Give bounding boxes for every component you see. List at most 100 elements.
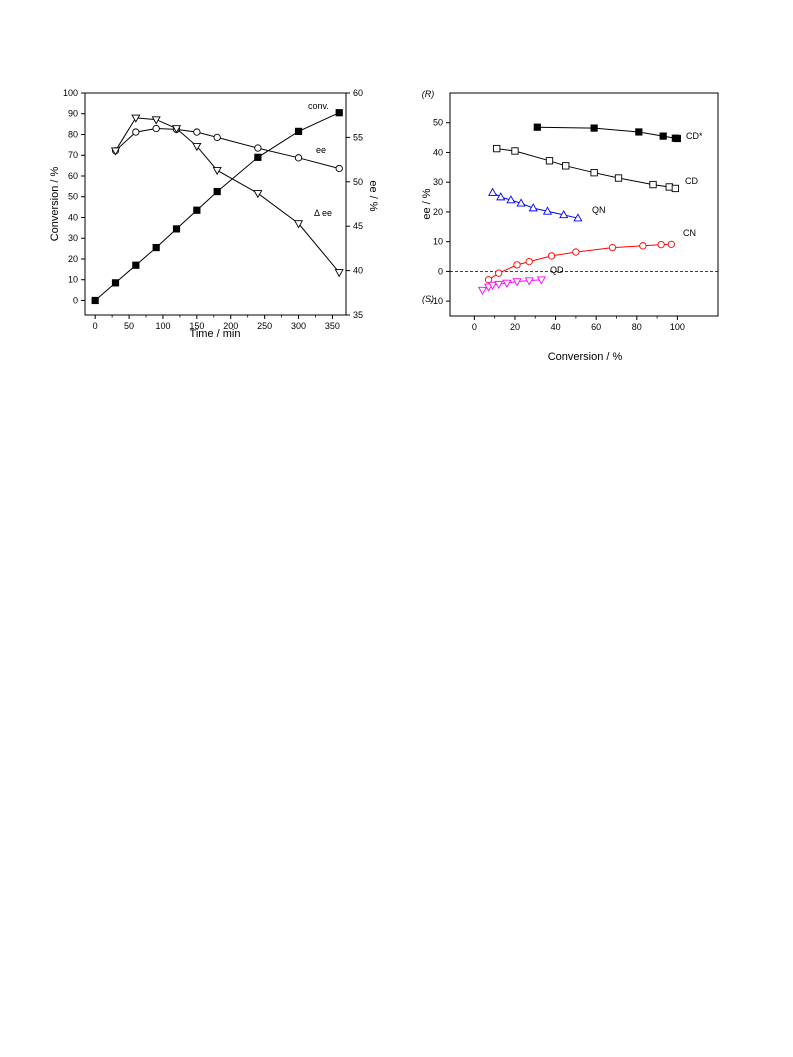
data-point xyxy=(512,278,522,287)
data-point xyxy=(671,184,680,193)
data-point xyxy=(496,192,506,201)
series-Δ ee: Δ ee xyxy=(110,114,344,278)
series-QN: QN xyxy=(488,187,606,222)
data-point xyxy=(253,190,263,199)
y-tick-label: 50 xyxy=(68,192,78,202)
data-point xyxy=(635,128,643,136)
chart-1: 0 50 100 150 200 250 300 350 0 10 20 30 40 50 60 70 80 90… xyxy=(49,88,379,340)
x-tick-label: 200 xyxy=(223,321,238,331)
data-point xyxy=(590,169,598,177)
data-point xyxy=(294,127,303,135)
data-point xyxy=(193,206,201,214)
data-point xyxy=(91,296,99,305)
data-point xyxy=(545,157,554,165)
y2-tick-label: 55 xyxy=(353,132,363,142)
y-axis-title: Conversion / % xyxy=(49,166,61,241)
data-point xyxy=(559,209,569,219)
data-point xyxy=(213,133,221,142)
data-point xyxy=(590,124,598,132)
data-point xyxy=(516,198,526,207)
data-point xyxy=(335,109,343,117)
y-tick-label: 0 xyxy=(73,295,78,305)
y-tick-label: 10 xyxy=(68,275,78,285)
data-point xyxy=(506,195,516,204)
data-point xyxy=(488,187,498,196)
data-point xyxy=(573,213,583,222)
data-point xyxy=(293,220,304,229)
y-tick-label: 30 xyxy=(433,177,443,187)
series-label: Δ ee xyxy=(314,208,332,218)
series-line xyxy=(488,243,672,281)
data-point xyxy=(494,280,504,290)
data-point xyxy=(335,164,343,173)
data-point xyxy=(131,114,141,123)
data-point xyxy=(334,269,344,278)
data-point xyxy=(525,257,533,266)
y-direction-label-top: (R) xyxy=(422,89,435,99)
series-label: CD* xyxy=(686,131,703,141)
y-tick-label: 0 xyxy=(438,266,443,276)
data-point xyxy=(673,134,681,143)
x-tick-label: 40 xyxy=(551,322,561,332)
data-point xyxy=(254,153,262,161)
data-point xyxy=(493,144,501,153)
data-point xyxy=(213,187,221,196)
series-ee: ee xyxy=(111,124,343,173)
data-point xyxy=(212,167,222,176)
x-tick-label: 60 xyxy=(591,322,601,332)
data-point xyxy=(477,286,488,296)
data-point xyxy=(193,128,201,136)
data-point xyxy=(502,279,512,288)
data-point xyxy=(547,252,556,260)
chart-2: 0 20 40 60 80 100 -10 0 10 20 30 40 50 Conversion / %… xyxy=(421,89,719,363)
x-tick-label: 20 xyxy=(510,322,520,332)
x-tick-label: 100 xyxy=(670,322,685,332)
series-CD*: CD* xyxy=(533,123,703,143)
series-conv.: conv. xyxy=(91,101,343,305)
data-point xyxy=(511,147,519,155)
series-line xyxy=(496,148,676,189)
data-point xyxy=(495,269,503,277)
data-point xyxy=(533,123,541,131)
data-point xyxy=(659,132,667,140)
y-tick-label: 100 xyxy=(63,88,78,98)
data-point xyxy=(254,144,262,152)
data-point xyxy=(152,124,160,133)
data-point xyxy=(294,154,303,162)
series-line xyxy=(537,126,678,139)
y2-tick-label: 60 xyxy=(353,88,363,98)
series-label: ee xyxy=(316,145,326,155)
series-CD: CD xyxy=(493,144,698,193)
y-tick-label: 50 xyxy=(433,118,443,128)
data-point xyxy=(649,180,657,189)
data-point xyxy=(484,276,493,284)
data-point xyxy=(614,174,623,182)
data-point xyxy=(132,261,140,269)
x-tick-label: 50 xyxy=(124,321,134,331)
data-point xyxy=(528,203,538,212)
y-tick-label: -10 xyxy=(430,296,443,306)
y-tick-label: 90 xyxy=(68,109,78,119)
y-tick-label: 40 xyxy=(68,212,78,222)
data-point xyxy=(524,277,534,286)
x-tick-label: 250 xyxy=(257,321,272,331)
data-point xyxy=(665,183,673,191)
y2-tick-label: 50 xyxy=(353,177,363,187)
data-point xyxy=(542,206,553,215)
y2-tick-label: 35 xyxy=(353,310,363,320)
series-line xyxy=(115,127,340,169)
data-point xyxy=(657,240,665,249)
y-tick-label: 70 xyxy=(68,150,78,160)
data-point xyxy=(536,276,546,285)
y2-tick-label: 40 xyxy=(353,266,363,276)
data-point xyxy=(151,116,161,125)
data-point xyxy=(513,261,521,269)
y-tick-label: 30 xyxy=(68,233,78,243)
y-tick-label: 40 xyxy=(433,147,443,157)
data-point xyxy=(608,243,617,252)
series-label: CN xyxy=(683,228,696,238)
y2-tick-label: 45 xyxy=(353,221,363,231)
y-axis-title: ee / % xyxy=(421,188,433,219)
y-tick-label: 60 xyxy=(68,171,78,181)
x-axis-title: Conversion / % xyxy=(548,351,623,363)
